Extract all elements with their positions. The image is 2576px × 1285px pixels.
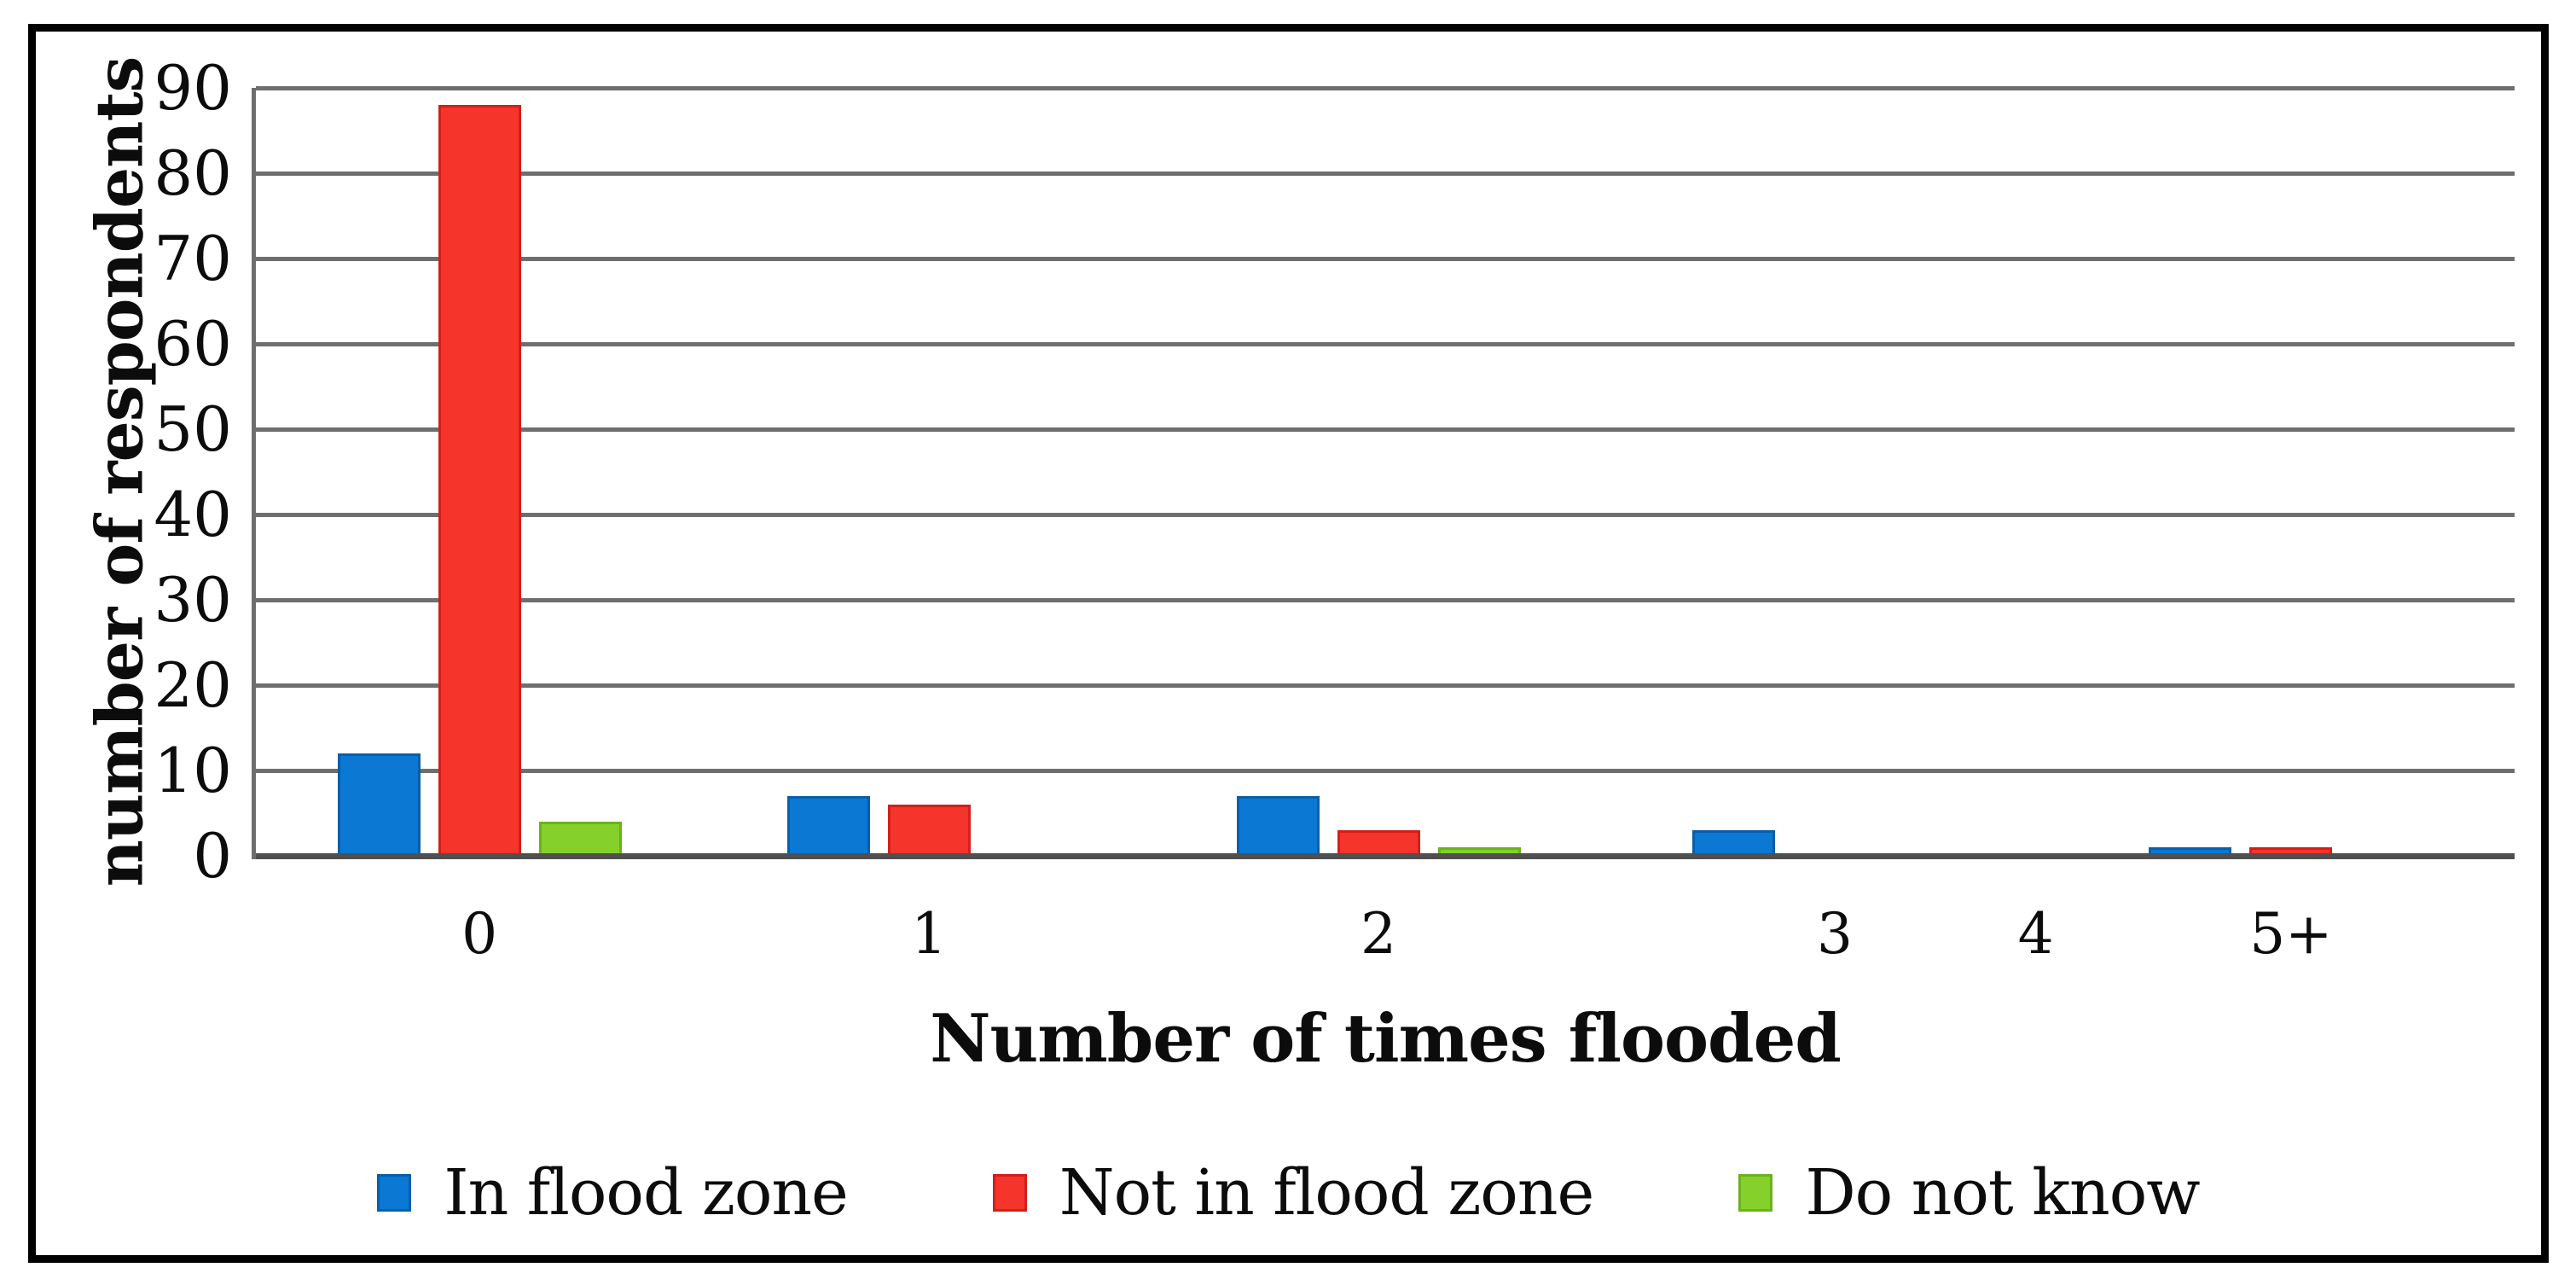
- plot-area: [252, 85, 2515, 859]
- bar-in-flood-zone-cat-0: [337, 753, 421, 856]
- y-tick-label-80: 80: [154, 137, 232, 209]
- y-tick-label-60: 60: [154, 308, 232, 380]
- x-tick-label-2: 2: [1361, 901, 1397, 967]
- bar-not-in-flood-zone-cat-5-: [2249, 847, 2333, 856]
- y-tick-label-70: 70: [154, 223, 232, 294]
- gridline-60: [256, 341, 2515, 346]
- legend-chip-not-in-flood-zone: [992, 1174, 1027, 1212]
- y-axis-line: [252, 88, 256, 859]
- legend-item-do-not-know: Do not know: [1738, 1154, 2201, 1231]
- x-tick-label-1: 1: [911, 901, 948, 967]
- bar-do-not-know-cat-0: [538, 822, 622, 856]
- gridline-80: [256, 171, 2515, 176]
- legend-item-in-flood-zone: In flood zone: [377, 1154, 849, 1231]
- x-tick-label-3: 3: [1816, 901, 1853, 967]
- gridline-50: [256, 427, 2515, 432]
- bar-in-flood-zone-cat-2: [1236, 796, 1320, 856]
- y-tick-label-20: 20: [154, 649, 232, 721]
- bar-not-in-flood-zone-cat-0: [438, 105, 521, 856]
- legend-label-do-not-know: Do not know: [1805, 1156, 2200, 1230]
- x-tick-label-4: 4: [2017, 901, 2054, 967]
- gridline-70: [256, 256, 2515, 261]
- bar-in-flood-zone-cat-3: [1692, 830, 1776, 856]
- y-tick-label-10: 10: [154, 735, 232, 806]
- legend-chip-in-flood-zone: [377, 1174, 412, 1212]
- legend-item-not-in-flood-zone: Not in flood zone: [992, 1154, 1594, 1231]
- bar-not-in-flood-zone-cat-1: [887, 805, 971, 856]
- gridline-30: [256, 597, 2515, 602]
- figure-border: [28, 24, 2549, 1263]
- x-axis-line: [256, 853, 2515, 859]
- legend-chip-do-not-know: [1738, 1174, 1773, 1212]
- bar-group-2: [1236, 796, 1521, 856]
- legend-label-in-flood-zone: In flood zone: [444, 1156, 848, 1230]
- bar-not-in-flood-zone-cat-2: [1337, 830, 1420, 856]
- y-tick-label-0: 0: [193, 820, 232, 892]
- gridline-10: [256, 768, 2515, 773]
- bar-group-1: [786, 796, 1071, 856]
- bar-group-0: [337, 105, 622, 856]
- gridline-40: [256, 512, 2515, 517]
- bar-in-flood-zone-cat-5-: [2149, 847, 2232, 856]
- y-tick-label-30: 30: [154, 564, 232, 636]
- bar-group-3: [1692, 830, 1976, 856]
- bar-group-5-: [2149, 847, 2433, 856]
- gridline-90: [256, 85, 2515, 90]
- x-tick-label-0: 0: [461, 901, 498, 967]
- gridline-20: [256, 683, 2515, 688]
- bar-do-not-know-cat-2: [1437, 847, 1521, 856]
- x-tick-label-5-: 5+: [2249, 901, 2333, 967]
- legend: In flood zone Not in flood zone Do not kno…: [28, 1142, 2549, 1244]
- x-axis-title: Number of times flooded: [930, 1000, 1842, 1078]
- legend-label-not-in-flood-zone: Not in flood zone: [1059, 1156, 1594, 1230]
- y-tick-label-90: 90: [154, 52, 232, 124]
- y-tick-label-50: 50: [154, 393, 232, 465]
- bar-in-flood-zone-cat-1: [786, 796, 870, 856]
- y-tick-label-40: 40: [154, 479, 232, 550]
